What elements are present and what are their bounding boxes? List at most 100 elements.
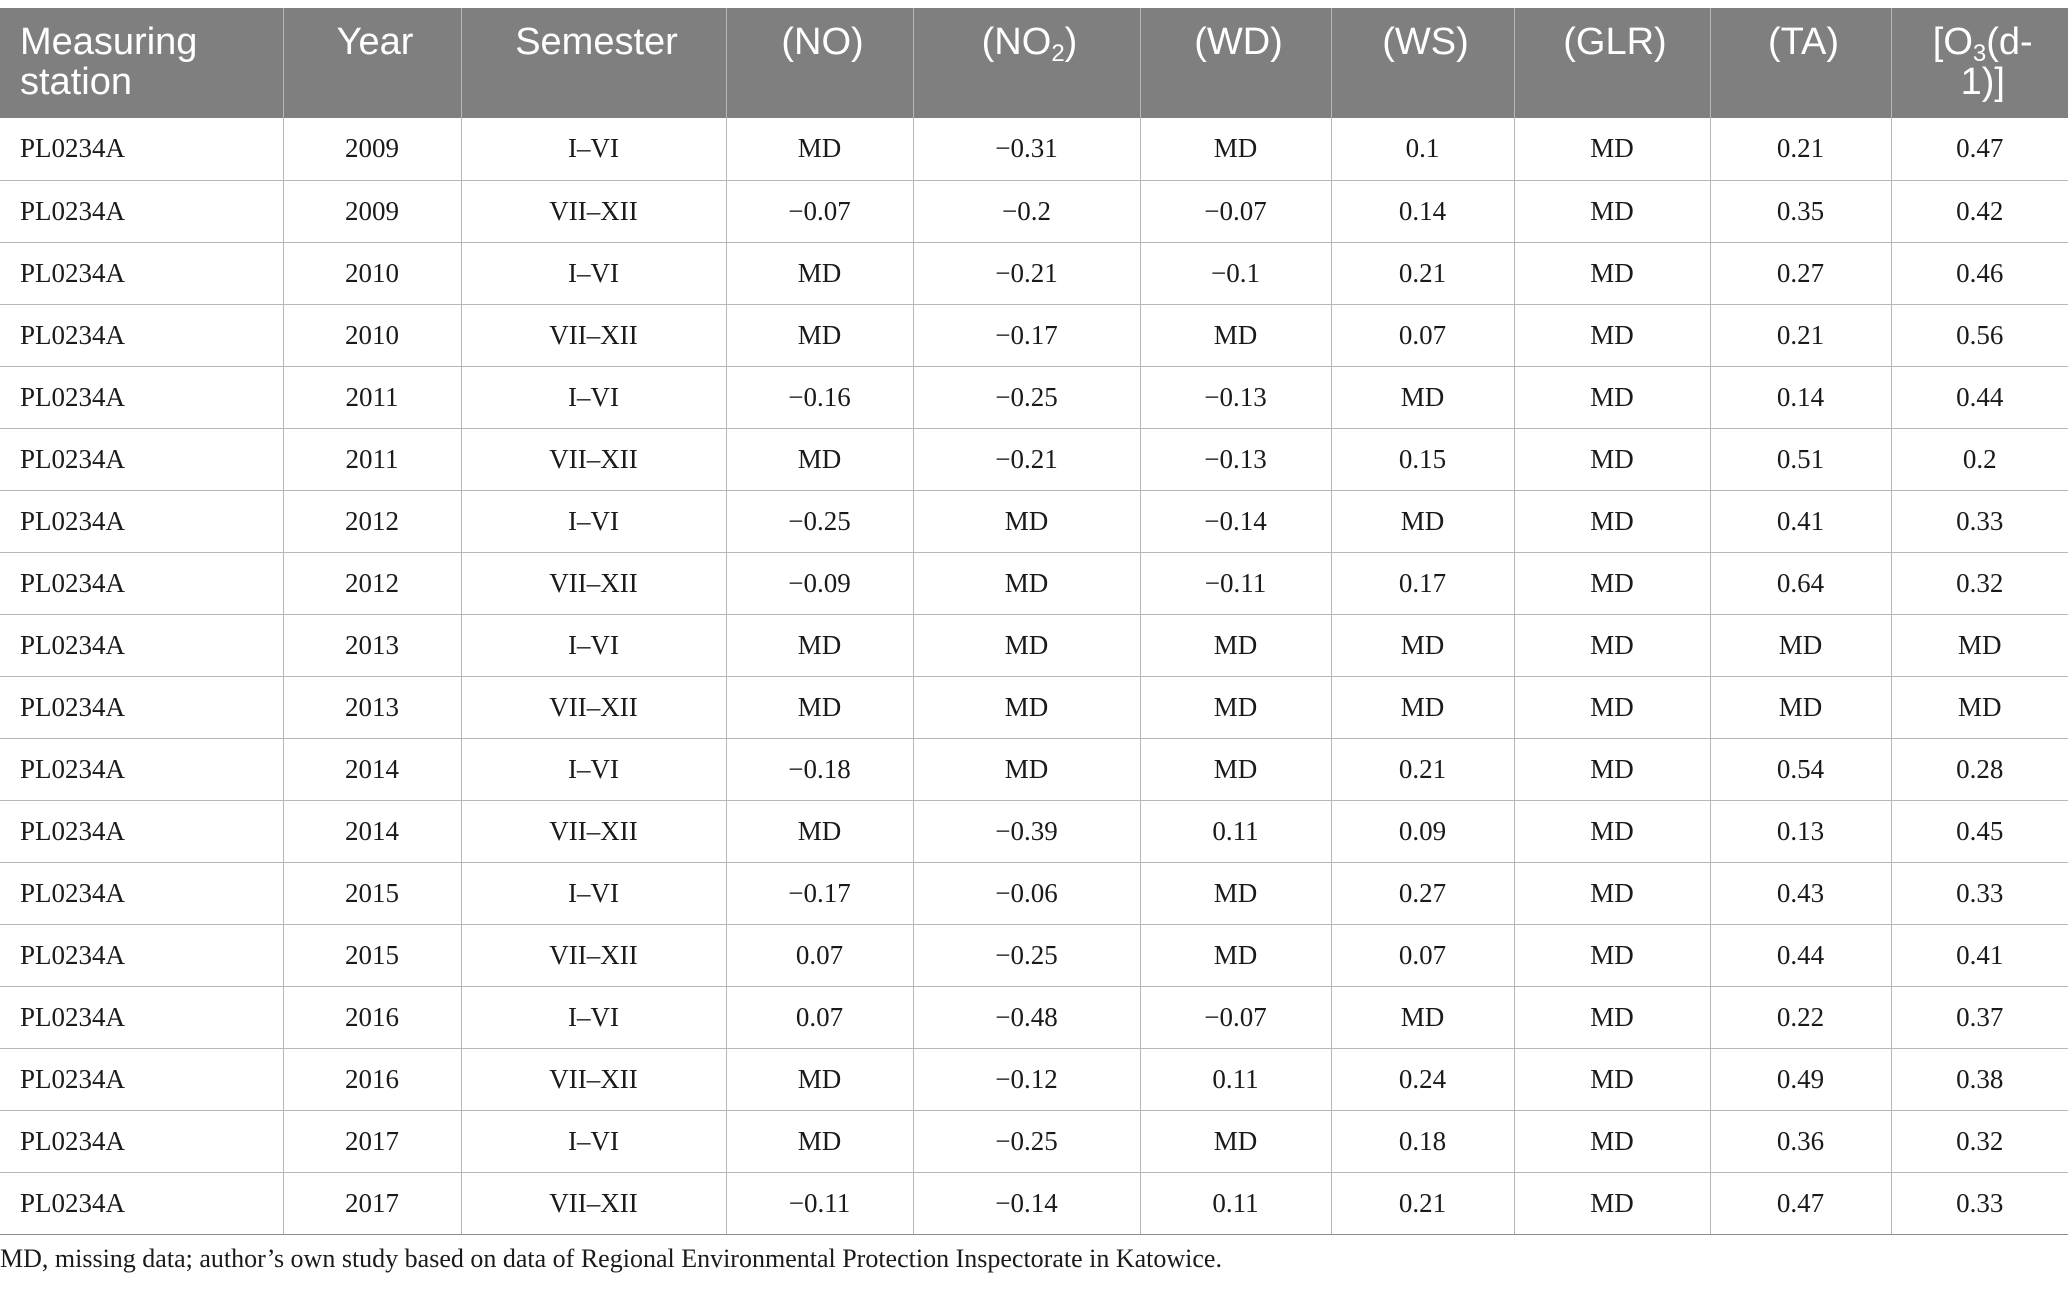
cell-ws: MD: [1330, 366, 1514, 429]
cell-ws: MD: [1330, 676, 1514, 739]
table-row: PL0234A 2016 VII–XII MD −0.12 0.11 0.24 MD 0.49 0…: [0, 1048, 2068, 1111]
cell-semester: VII–XII: [460, 1172, 726, 1235]
header-year: Year: [282, 8, 461, 118]
cell-o3: 0.44: [1890, 366, 2068, 429]
cell-glr: MD: [1513, 800, 1710, 863]
cell-ws: 0.24: [1330, 1048, 1514, 1111]
cell-wd: −0.11: [1139, 552, 1331, 615]
table-row: PL0234A 2014 I–VI −0.18 MD MD 0.21 MD 0.54 0.28: [0, 738, 2068, 801]
cell-ws: 0.14: [1330, 180, 1514, 243]
cell-ws: 0.18: [1330, 1110, 1514, 1173]
cell-glr: MD: [1513, 490, 1710, 553]
header-no2-subscript: 2: [1051, 40, 1065, 67]
cell-ta: 0.54: [1709, 738, 1891, 801]
cell-station: PL0234A: [0, 614, 283, 677]
cell-glr: MD: [1513, 118, 1710, 181]
cell-year: 2017: [282, 1172, 461, 1235]
cell-semester: VII–XII: [460, 924, 726, 987]
cell-ta: 0.27: [1709, 242, 1891, 305]
header-no2-close: ): [1064, 21, 1078, 63]
cell-station: PL0234A: [0, 118, 283, 181]
cell-o3: 0.45: [1890, 800, 2068, 863]
cell-semester: I–VI: [460, 862, 726, 925]
header-semester: Semester: [460, 8, 726, 118]
cell-no: −0.11: [725, 1172, 913, 1235]
header-ta: (TA): [1709, 8, 1891, 118]
cell-no2: MD: [912, 738, 1140, 801]
cell-wd: −0.14: [1139, 490, 1331, 553]
cell-wd: MD: [1139, 118, 1331, 181]
cell-ws: 0.27: [1330, 862, 1514, 925]
cell-station: PL0234A: [0, 428, 283, 491]
cell-semester: I–VI: [460, 614, 726, 677]
table-row: PL0234A 2011 VII–XII MD −0.21 −0.13 0.15 MD 0.51…: [0, 428, 2068, 491]
cell-o3: 0.37: [1890, 986, 2068, 1049]
cell-no2: −0.25: [912, 366, 1140, 429]
cell-o3: 0.2: [1890, 428, 2068, 491]
table-body: PL0234A 2009 I–VI MD −0.31 MD 0.1 MD 0.21 0.47 PL0…: [0, 118, 2068, 1235]
cell-glr: MD: [1513, 428, 1710, 491]
cell-ws: 0.07: [1330, 304, 1514, 367]
cell-ws: MD: [1330, 614, 1514, 677]
cell-o3: MD: [1890, 676, 2068, 739]
cell-ta: 0.44: [1709, 924, 1891, 987]
cell-year: 2012: [282, 552, 461, 615]
cell-o3: MD: [1890, 614, 2068, 677]
cell-glr: MD: [1513, 1110, 1710, 1173]
cell-o3: 0.28: [1890, 738, 2068, 801]
header-o3-label: [O: [1932, 21, 1973, 63]
table-footnote: MD, missing data; author’s own study bas…: [0, 1244, 1222, 1273]
cell-wd: MD: [1139, 676, 1331, 739]
cell-no2: MD: [912, 490, 1140, 553]
cell-wd: −0.07: [1139, 180, 1331, 243]
cell-ta: MD: [1709, 676, 1891, 739]
cell-semester: I–VI: [460, 366, 726, 429]
cell-station: PL0234A: [0, 242, 283, 305]
cell-no: MD: [725, 1110, 913, 1173]
cell-station: PL0234A: [0, 862, 283, 925]
header-o3-subscript: 3: [1972, 40, 1987, 67]
table-row: PL0234A 2015 I–VI −0.17 −0.06 MD 0.27 MD 0.43 0.3…: [0, 862, 2068, 925]
cell-o3: 0.38: [1890, 1048, 2068, 1111]
cell-o3: 0.33: [1890, 490, 2068, 553]
cell-o3: 0.56: [1890, 304, 2068, 367]
cell-semester: I–VI: [460, 118, 726, 181]
cell-year: 2010: [282, 242, 461, 305]
cell-no: MD: [725, 614, 913, 677]
cell-o3: 0.46: [1890, 242, 2068, 305]
header-no: (NO): [725, 8, 913, 118]
cell-o3: 0.33: [1890, 862, 2068, 925]
cell-station: PL0234A: [0, 552, 283, 615]
cell-ws: 0.15: [1330, 428, 1514, 491]
table-row: PL0234A 2009 VII–XII −0.07 −0.2 −0.07 0.14 MD 0.…: [0, 180, 2068, 243]
cell-no: MD: [725, 242, 913, 305]
cell-glr: MD: [1513, 366, 1710, 429]
table-row: PL0234A 2013 I–VI MD MD MD MD MD MD MD: [0, 614, 2068, 677]
header-no2: (NO2): [912, 8, 1140, 118]
cell-semester: I–VI: [460, 242, 726, 305]
cell-ta: MD: [1709, 614, 1891, 677]
cell-no: MD: [725, 304, 913, 367]
cell-wd: MD: [1139, 614, 1331, 677]
cell-no2: −0.06: [912, 862, 1140, 925]
cell-ta: 0.36: [1709, 1110, 1891, 1173]
header-o3: [O3(d-1)]: [1890, 8, 2068, 118]
header-row: Measuring station Year Semester (NO) (NO…: [0, 8, 2068, 118]
cell-station: PL0234A: [0, 800, 283, 863]
cell-glr: MD: [1513, 242, 1710, 305]
cell-glr: MD: [1513, 1048, 1710, 1111]
table-row: PL0234A 2011 I–VI −0.16 −0.25 −0.13 MD MD 0.14 0.…: [0, 366, 2068, 429]
cell-glr: MD: [1513, 304, 1710, 367]
cell-year: 2013: [282, 676, 461, 739]
cell-semester: I–VI: [460, 738, 726, 801]
cell-year: 2016: [282, 1048, 461, 1111]
cell-no: MD: [725, 1048, 913, 1111]
cell-year: 2009: [282, 180, 461, 243]
cell-glr: MD: [1513, 1172, 1710, 1235]
cell-station: PL0234A: [0, 738, 283, 801]
cell-wd: 0.11: [1139, 1048, 1331, 1111]
cell-ws: 0.21: [1330, 242, 1514, 305]
cell-ta: 0.21: [1709, 304, 1891, 367]
cell-ta: 0.51: [1709, 428, 1891, 491]
cell-ws: MD: [1330, 490, 1514, 553]
